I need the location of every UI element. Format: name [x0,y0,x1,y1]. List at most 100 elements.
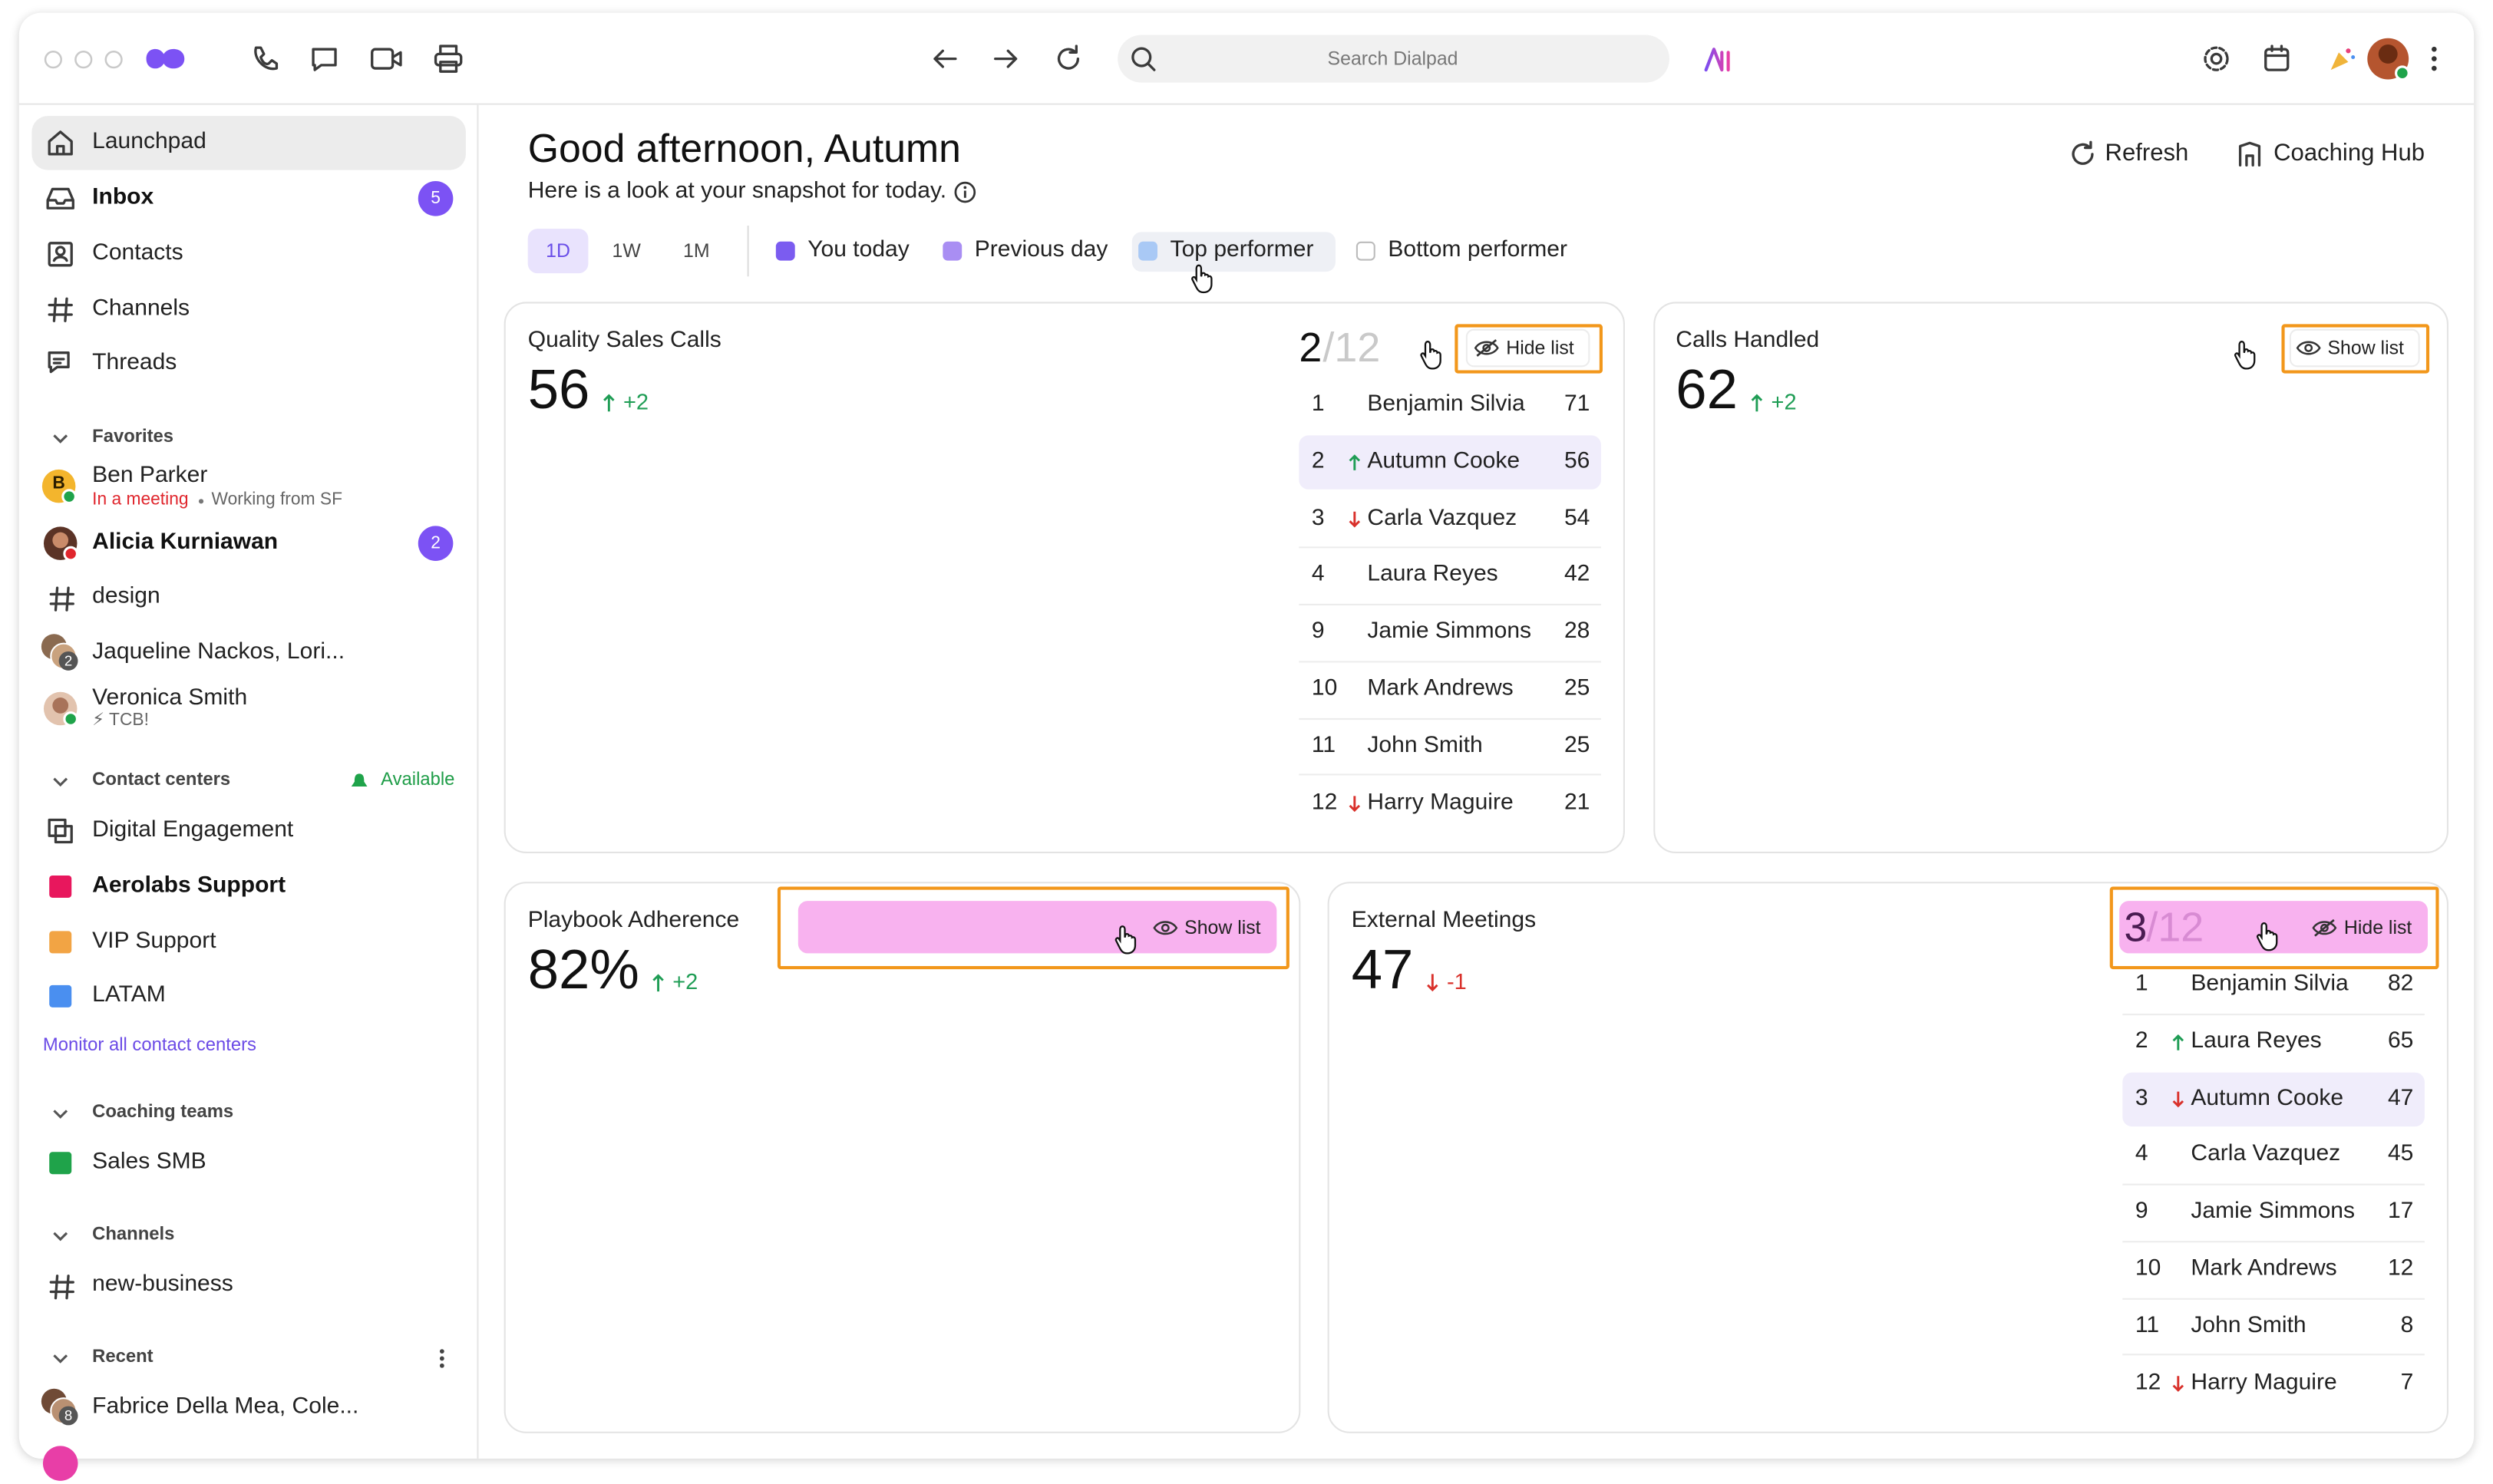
legend-swatch[interactable] [1138,241,1157,261]
icon-part [43,50,61,68]
leader-name: Mark Andrews [1367,675,1514,701]
icon-part [2256,921,2278,951]
collapse-chevron[interactable] [52,1109,68,1119]
recent-menu[interactable] [439,1349,445,1368]
leader-rank: 11 [2135,1312,2160,1338]
icon-part [2172,1034,2184,1050]
window-control[interactable] [74,50,92,68]
row-divider [1299,717,1601,719]
nav-item[interactable]: Threads [92,350,177,376]
legend-swatch[interactable] [943,241,963,261]
collapse-chevron[interactable] [52,1232,68,1242]
avatar [43,691,79,727]
reload-button[interactable] [1054,45,1082,73]
contact-center[interactable]: LATAM [92,982,166,1008]
video-button[interactable] [371,46,402,71]
icon-part [49,586,74,612]
legend-label[interactable]: Previous day [974,237,1108,263]
group-count: 8 [58,1406,78,1426]
calendar-button[interactable] [2263,45,2291,73]
contact-name[interactable]: Veronica Smith [92,685,248,711]
nav-icon [48,242,73,267]
coaching-hub-icon [2238,141,2261,167]
forward-button[interactable] [994,48,1019,70]
status-icon[interactable] [2328,45,2356,73]
refresh-button[interactable]: Refresh [2105,140,2189,167]
legend-swatch[interactable] [1355,241,1375,261]
contact-center[interactable]: VIP Support [92,928,216,955]
app-logo[interactable] [143,45,187,73]
window-control[interactable] [104,50,122,68]
list-toggle-area[interactable] [797,901,1277,954]
section-header[interactable]: Coaching teams [92,1103,234,1123]
contact-name[interactable]: Ben Parker [92,463,208,489]
cursor [2234,340,2256,369]
channel-icon [49,1275,74,1300]
contact-name[interactable]: Alicia Kurniawan [92,529,279,556]
eye-icon [1474,339,1499,357]
availability-status[interactable]: Available [381,770,455,790]
range-tab[interactable]: 1M [683,239,710,262]
channel-name[interactable]: new-business [92,1271,233,1298]
icon-part [371,48,395,70]
trend-arrow [1349,453,1361,470]
legend-label[interactable]: You today [807,237,910,263]
section-header[interactable]: Contact centers [92,770,231,790]
list-toggle-button[interactable]: Hide list [2343,915,2412,938]
legend-label[interactable]: Top performer [1170,237,1314,263]
leader-rank: 2 [1311,448,1325,474]
section-header[interactable]: Favorites [92,427,174,447]
list-toggle-button[interactable]: Hide list [1506,336,1574,359]
icon-part [2395,65,2410,81]
coaching-hub-button[interactable]: Coaching Hub [2273,140,2425,167]
ai-button[interactable] [1704,46,1733,72]
metric-value: 62 [1676,358,1738,421]
range-tab[interactable]: 1D [546,239,570,262]
legend-label[interactable]: Bottom performer [1388,237,1568,263]
settings-button[interactable] [2202,45,2230,73]
contact-center[interactable]: Aerolabs Support [92,872,286,899]
list-toggle-button[interactable]: Show list [1184,915,1261,938]
monitor-link[interactable]: Monitor all contact centers [42,1036,256,1056]
icon-part [933,49,957,68]
profile-avatar[interactable] [2366,37,2410,81]
card-title: Calls Handled [1676,328,1820,354]
window-control[interactable] [43,50,61,68]
collapse-chevron[interactable] [52,777,68,787]
trend-arrow [1751,393,1763,411]
collapse-chevron[interactable] [52,434,68,444]
icon-part [48,297,73,322]
contact-center[interactable]: Digital Engagement [92,816,294,843]
center-color [49,984,72,1007]
card-title: Quality Sales Calls [527,328,721,354]
range-selected[interactable] [527,229,589,274]
legend-swatch[interactable] [775,241,795,261]
section-header[interactable]: Recent [92,1347,154,1367]
list-toggle-button[interactable]: Show list [2327,336,2404,359]
row-divider [1299,774,1601,777]
nav-item[interactable]: Contacts [92,240,183,266]
messages-button[interactable] [310,45,338,73]
icon-part [48,351,70,374]
contact-name[interactable]: Jaqueline Nackos, Lori... [92,639,345,665]
nav-item[interactable]: Launchpad [92,129,206,155]
collapse-chevron[interactable] [52,1354,68,1364]
channel-name[interactable]: design [92,583,160,609]
leader-name: Jamie Simmons [2191,1199,2356,1225]
back-button[interactable] [932,48,957,70]
search-bar[interactable] [1118,35,1669,83]
print-button[interactable] [434,45,463,73]
leader-name: Carla Vazquez [1367,505,1517,531]
range-tab[interactable]: 1W [612,239,641,262]
phone-button[interactable] [249,45,279,73]
section-header[interactable]: Channels [92,1225,175,1245]
more-menu[interactable] [2431,46,2437,71]
nav-item[interactable]: Inbox [92,184,154,210]
rank-total: /12 [1322,323,1381,371]
coaching-team[interactable]: Sales SMB [92,1149,206,1175]
recent-conversation[interactable]: Fabrice Della Mea, Cole... [92,1393,359,1420]
icon-part [1704,48,1730,72]
search-placeholder[interactable]: Search Dialpad [1327,47,1458,70]
metric-card [1327,882,2448,1433]
nav-item[interactable]: Channels [92,295,190,322]
